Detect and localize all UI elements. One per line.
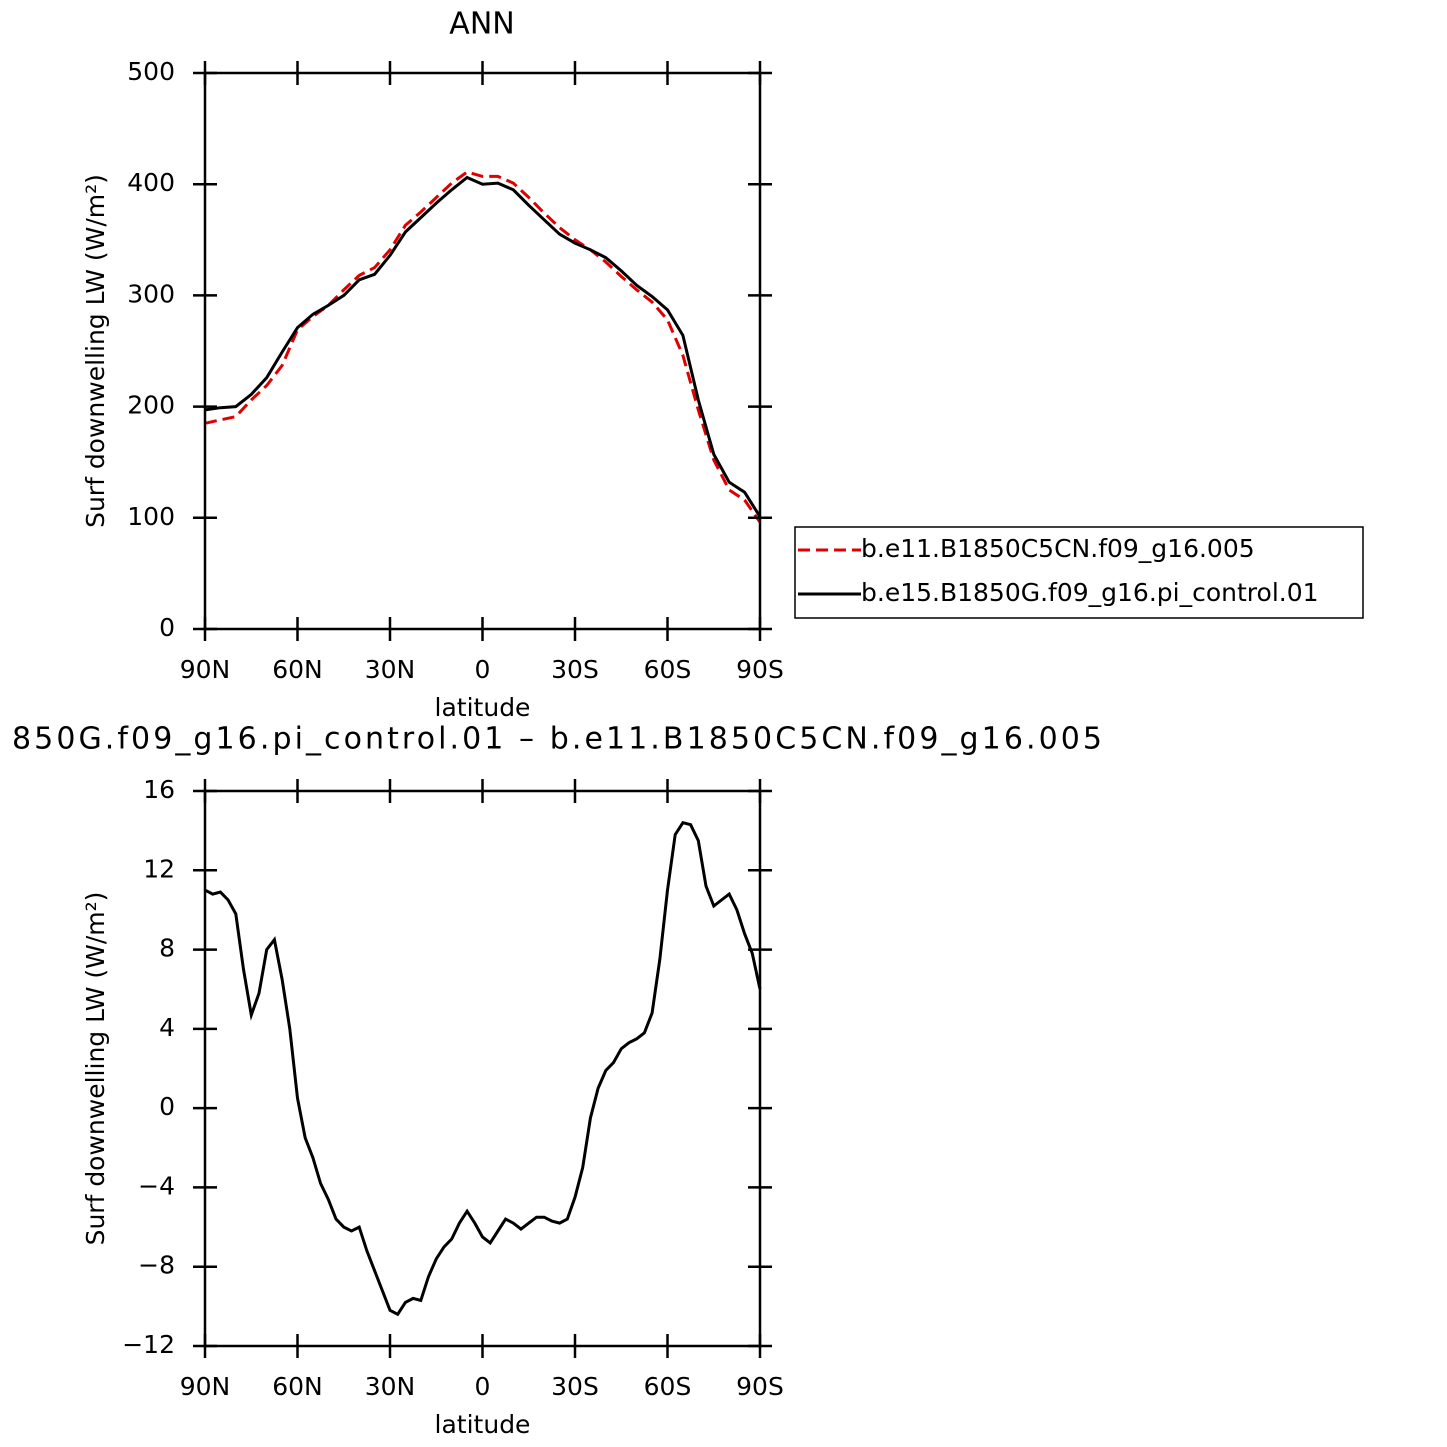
x-tick-label: 30N <box>365 1372 416 1401</box>
x-tick-label: 60S <box>644 1372 692 1401</box>
y-axis-label: Surf downwelling LW (W/m²) <box>81 892 110 1246</box>
x-tick-label: 60N <box>272 1372 323 1401</box>
x-tick-label: 0 <box>475 655 491 684</box>
x-tick-label: 90S <box>736 655 784 684</box>
x-tick-label: 60N <box>272 655 323 684</box>
x-tick-label: 30S <box>551 1372 599 1401</box>
y-tick-label: 8 <box>159 934 175 963</box>
legend-box <box>794 526 1364 619</box>
chart-title: 850G.f09_g16.pi_control.01 – b.e11.B1850… <box>12 722 1102 757</box>
chart-title: ANN <box>449 7 514 42</box>
y-tick-label: −8 <box>138 1251 175 1280</box>
data-line <box>204 820 762 1317</box>
y-tick-label: 300 <box>127 279 175 308</box>
x-axis-label: latitude <box>435 693 531 722</box>
y-axis-label: Surf downwelling LW (W/m²) <box>81 174 110 528</box>
x-tick-label: 30S <box>551 655 599 684</box>
x-tick-label: 90N <box>180 1372 231 1401</box>
data-line <box>204 175 762 518</box>
x-tick-label: 30N <box>365 655 416 684</box>
y-tick-label: 0 <box>159 613 175 642</box>
y-tick-label: 4 <box>159 1013 175 1042</box>
y-tick-label: 16 <box>143 775 175 804</box>
x-tick-label: 60S <box>644 655 692 684</box>
x-axis-label: latitude <box>435 1410 531 1439</box>
y-tick-label: 400 <box>127 168 175 197</box>
y-tick-label: 200 <box>127 391 175 420</box>
y-tick-label: −4 <box>138 1171 175 1200</box>
y-tick-label: 12 <box>143 854 175 883</box>
y-tick-label: 100 <box>127 502 175 531</box>
plot-frame <box>203 789 762 1348</box>
data-line <box>204 170 762 524</box>
x-tick-label: 90S <box>736 1372 784 1401</box>
y-tick-label: 500 <box>127 57 175 86</box>
y-tick-label: −12 <box>122 1330 175 1359</box>
x-tick-label: 0 <box>475 1372 491 1401</box>
legend-label: b.e15.B1850G.f09_g16.pi_control.01 <box>861 578 1319 607</box>
legend-label: b.e11.B1850C5CN.f09_g16.005 <box>861 534 1255 563</box>
y-tick-label: 0 <box>159 1092 175 1121</box>
x-tick-label: 90N <box>180 655 231 684</box>
